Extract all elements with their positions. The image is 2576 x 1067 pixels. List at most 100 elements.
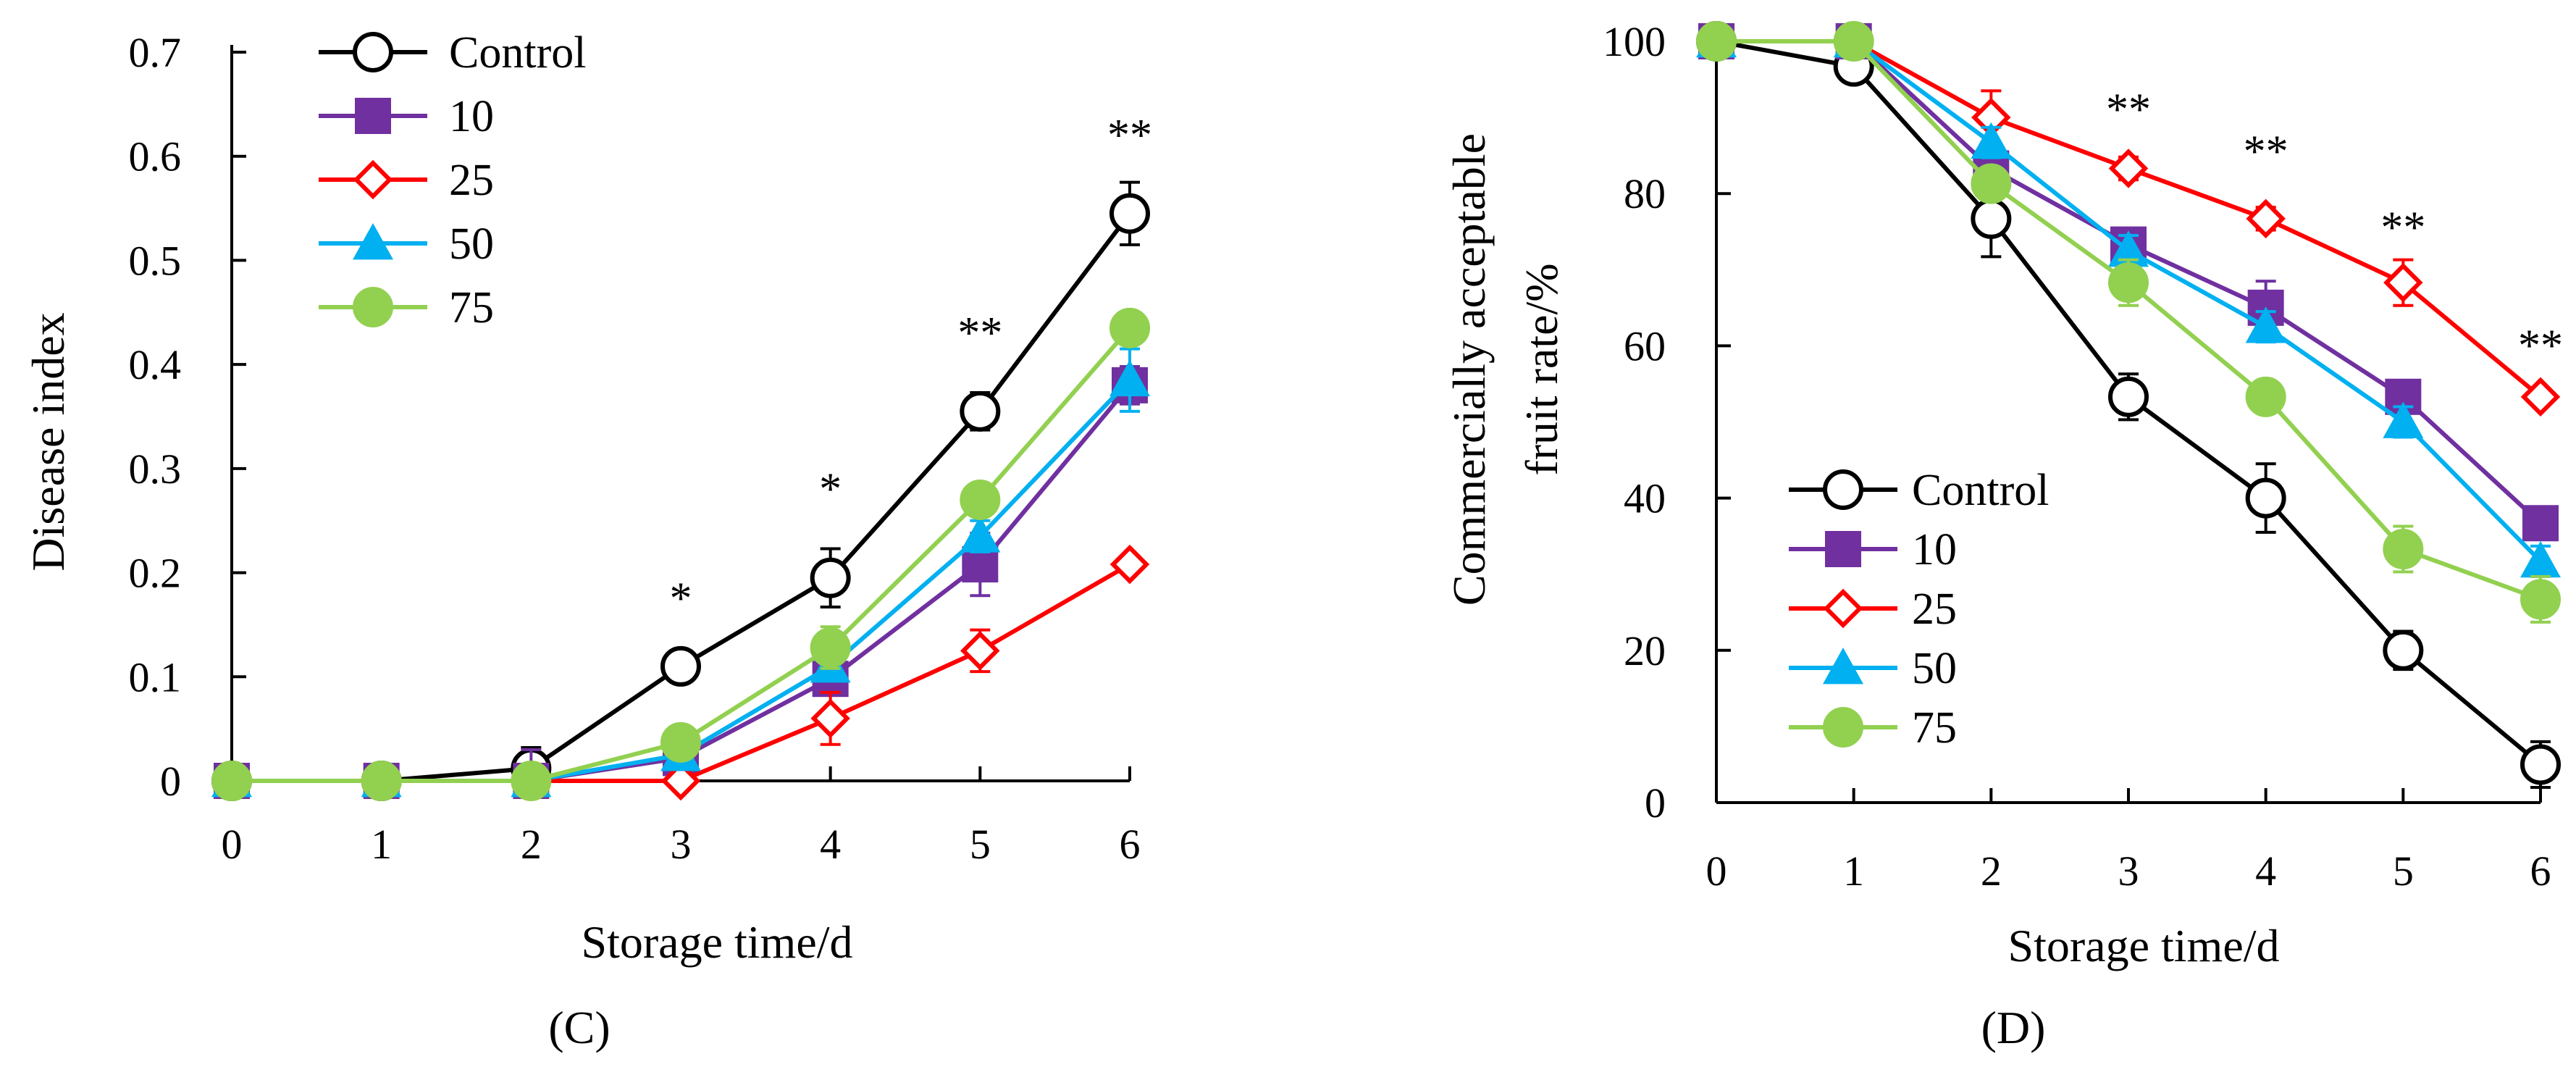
legend-label: 50 [449, 219, 494, 269]
legend-marker [1823, 707, 1863, 748]
data-point [2108, 148, 2149, 188]
data-point [960, 479, 1001, 520]
data-point [2520, 377, 2561, 417]
legend-label: 10 [1912, 525, 1957, 574]
data-point [211, 761, 252, 801]
data-point [511, 761, 552, 801]
data-point [2246, 198, 2286, 239]
y-tick-label: 0.3 [129, 445, 182, 493]
series-75 [1696, 21, 2561, 624]
significance-mark: ** [2106, 85, 2151, 135]
y-axis-title: Disease index [22, 312, 74, 571]
x-tick-label: 0 [222, 821, 243, 868]
legend-marker [353, 159, 393, 200]
panel-label: (D) [1981, 1002, 2046, 1053]
data-point [1971, 122, 2012, 159]
data-point [2522, 505, 2559, 542]
x-tick-label: 0 [1706, 848, 1727, 895]
y-tick-label: 0.1 [129, 653, 182, 700]
y-tick-label: 0 [160, 758, 181, 805]
legend-marker [353, 287, 393, 327]
legend-marker [1823, 588, 1863, 629]
data-point [2108, 376, 2149, 417]
data-point [361, 761, 402, 801]
data-point [2245, 376, 2286, 417]
significance-mark: * [819, 465, 842, 514]
legend-label: 25 [449, 156, 494, 205]
data-point [2245, 477, 2286, 519]
legend-label: 25 [1912, 585, 1957, 634]
y-tick-label: 0.6 [129, 133, 182, 180]
data-point [2520, 540, 2561, 578]
data-point [660, 721, 701, 763]
legend-marker [355, 98, 391, 134]
data-point [2383, 401, 2424, 438]
y-tick-label: 80 [1624, 170, 1666, 217]
data-point [1971, 198, 2012, 239]
legend-label: 75 [449, 283, 494, 332]
legend: Control 10 25 50 75 [1789, 466, 2049, 753]
legend-marker [1823, 469, 1863, 510]
x-tick-label: 6 [1120, 821, 1141, 868]
x-tick-label: 4 [2255, 848, 2276, 895]
series-25 [1696, 21, 2561, 417]
significance-mark: ** [2518, 321, 2563, 370]
data-point [660, 761, 701, 801]
legend-marker [1823, 648, 1863, 685]
legend-marker [1825, 531, 1861, 567]
data-point [2520, 744, 2561, 785]
legend-label: Control [449, 28, 586, 78]
legend-marker [353, 32, 393, 72]
x-tick-label: 2 [1981, 848, 2002, 895]
data-point [1109, 307, 1150, 348]
data-point [2383, 529, 2424, 570]
panel-d-chart: 0 20 40 60 80 100 0 1 2 3 4 5 6 Storage time/d Commerc… [1443, 18, 2563, 1053]
y-tick-label: 0 [1645, 779, 1666, 827]
x-tick-label: 1 [1843, 848, 1864, 895]
x-tick-label: 5 [2393, 848, 2414, 895]
data-point [1696, 21, 1737, 62]
y-tick-label: 40 [1624, 475, 1666, 522]
data-point [810, 627, 851, 669]
series-control [211, 180, 1150, 801]
x-tick-label: 3 [671, 821, 692, 868]
x-tick-label: 4 [820, 821, 841, 868]
x-axis-title: Storage time/d [581, 916, 852, 968]
data-point [960, 516, 1001, 553]
data-point [810, 698, 850, 739]
data-point [2520, 579, 2561, 620]
data-point [2108, 262, 2149, 304]
y-tick-label: 20 [1624, 627, 1666, 674]
data-point [960, 631, 1000, 671]
legend-marker [353, 223, 393, 260]
x-axis-title: Storage time/d [2007, 920, 2279, 971]
data-point [1833, 21, 1874, 62]
legend: Control 10 25 50 75 [319, 28, 586, 332]
series-75 [211, 307, 1150, 801]
data-point [1109, 544, 1150, 585]
legend-label: Control [1912, 466, 2049, 515]
series-control [1696, 21, 2561, 789]
y-tick-label: 60 [1624, 322, 1666, 369]
data-point [1109, 359, 1150, 397]
data-point [960, 390, 1001, 432]
data-point [2383, 262, 2423, 303]
y-tick-label: 0.5 [129, 237, 182, 284]
data-point [1971, 163, 2012, 204]
data-point [1109, 193, 1150, 234]
panel-c-chart: 0 0.1 0.2 0.3 0.4 0.5 0.6 0.7 0 1 2 3 4 5 6 Storage tim… [22, 28, 1152, 1053]
data-point [660, 645, 701, 687]
significance-mark: ** [957, 309, 1002, 358]
x-tick-label: 5 [970, 821, 991, 868]
y-axis-title-line: fruit rate/% [1516, 263, 1567, 475]
x-tick-label: 1 [371, 821, 392, 868]
x-tick-label: 2 [521, 821, 542, 868]
panel-label: (C) [548, 1002, 610, 1053]
x-tick-label: 3 [2118, 848, 2139, 895]
data-point [2245, 306, 2286, 343]
data-point [2108, 230, 2149, 267]
y-tick-label: 0.7 [129, 29, 182, 76]
significance-mark: ** [2380, 203, 2425, 252]
legend-label: 10 [449, 92, 494, 141]
